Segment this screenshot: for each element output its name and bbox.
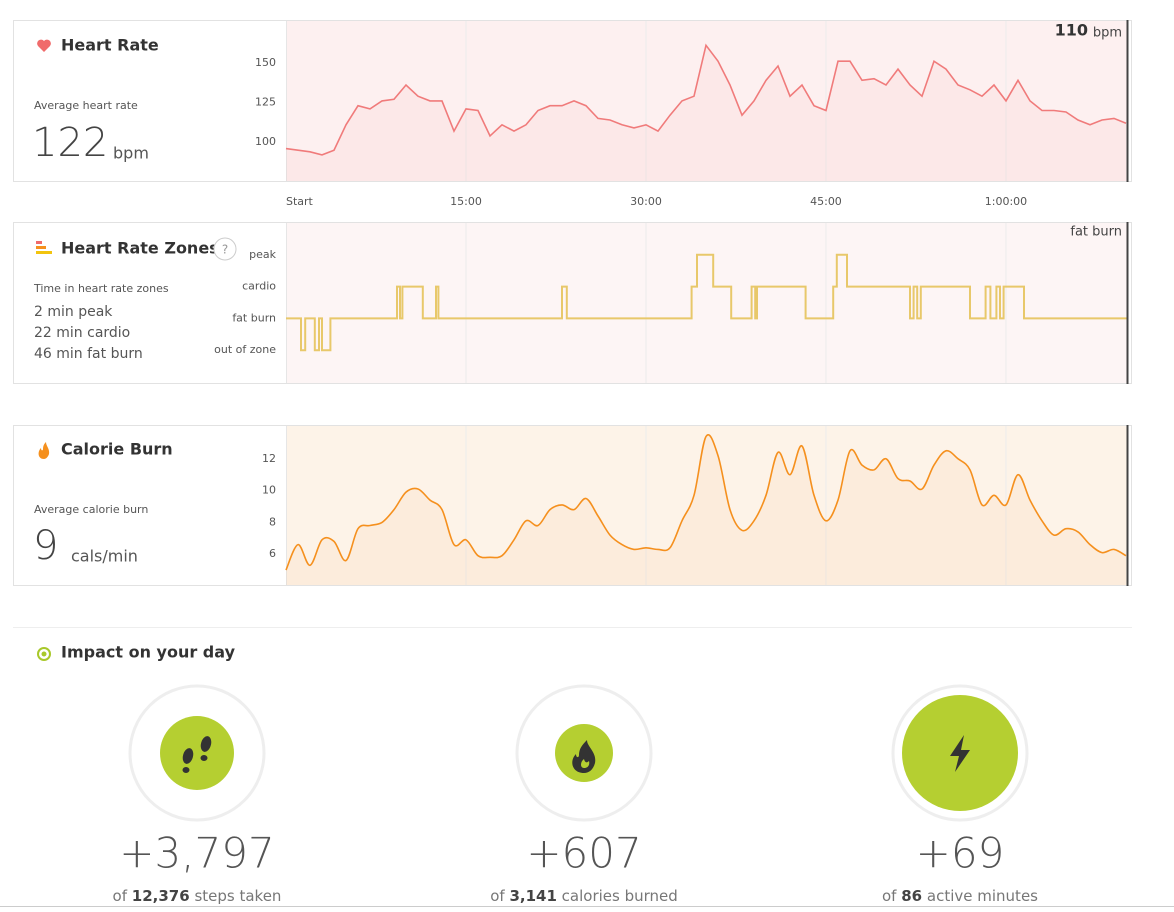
card-title: Calorie Burn	[61, 440, 173, 459]
impact-total: 12,376	[132, 887, 190, 905]
help-label[interactable]: ?	[222, 243, 228, 257]
zone-summary: 22 min cardio	[34, 325, 130, 341]
summary-value: 9	[33, 523, 58, 569]
card-title: Heart Rate Zones	[61, 239, 219, 258]
y-tick-label: 10	[262, 484, 276, 497]
current-value: 110	[1055, 21, 1088, 40]
y-tick-label: 100	[255, 135, 276, 148]
steps-icon	[182, 736, 212, 773]
flame-icon	[38, 442, 50, 459]
y-tick-label: 8	[269, 515, 276, 528]
summary-unit: bpm	[113, 144, 149, 163]
summary-label: Average calorie burn	[34, 503, 148, 516]
active-icon	[950, 735, 970, 772]
impact-icon-dot	[41, 651, 47, 657]
x-tick-label: 45:00	[810, 195, 842, 208]
plot-background	[286, 223, 1128, 383]
impact-prefix: of	[490, 887, 505, 905]
y-tick-label: out of zone	[214, 343, 276, 356]
current-unit: bpm	[1093, 26, 1122, 41]
summary-label: Average heart rate	[34, 99, 138, 112]
impact-value: +69	[916, 829, 1005, 878]
impact-prefix: of	[113, 887, 128, 905]
card-title: Heart Rate	[61, 36, 159, 55]
impact-value: +3,797	[119, 829, 274, 878]
impact-value: +607	[526, 829, 641, 878]
x-tick-label: 30:00	[630, 195, 662, 208]
charts: 100 125 150 out of zone fat burn cardio peak 6 8…	[214, 20, 1129, 586]
section-title: Impact on your day	[61, 643, 236, 662]
impact-prefix: of	[882, 887, 897, 905]
zone-summary: 2 min peak	[34, 304, 113, 320]
x-tick-label: 1:00:00	[985, 195, 1027, 208]
summary-unit: cals/min	[71, 547, 138, 566]
impact-total: 86	[901, 887, 922, 905]
impact-badges	[128, 684, 1029, 822]
y-tick-label: cardio	[242, 280, 276, 293]
impact-detail: of 3,141 calories burned	[490, 887, 678, 905]
impact-total: 3,141	[509, 887, 556, 905]
heart-icon	[37, 39, 51, 52]
y-tick-label: 6	[269, 547, 276, 560]
data-line	[285, 43, 1127, 156]
y-tick-label: 125	[255, 96, 276, 109]
impact-detail: of 12,376 steps taken	[113, 887, 282, 905]
impact-suffix: calories burned	[562, 887, 678, 905]
y-tick-label: peak	[249, 248, 276, 261]
calories-icon	[572, 740, 596, 773]
impact-text: +3,797 of 12,376 steps taken +607 of 3,141 …	[113, 829, 1039, 905]
x-tick-label: Start	[286, 195, 314, 208]
plot-background	[286, 426, 1128, 585]
data-line	[286, 253, 1128, 352]
y-tick-label: fat burn	[232, 311, 276, 324]
summary-label: Time in heart rate zones	[33, 282, 169, 295]
y-tick-label: 12	[262, 452, 276, 465]
area-fill	[286, 434, 1126, 585]
summary-value: 122	[32, 120, 108, 166]
impact-suffix: steps taken	[194, 887, 281, 905]
badge	[160, 716, 234, 790]
impact-icon	[37, 647, 51, 661]
help-button[interactable]	[213, 237, 237, 261]
zone-summary: 46 min fat burn	[34, 346, 143, 362]
x-tick-label: 15:00	[450, 195, 482, 208]
zones-icon	[36, 241, 52, 254]
area-fill	[286, 45, 1126, 181]
impact-detail: of 86 active minutes	[882, 887, 1038, 905]
impact-suffix: active minutes	[927, 887, 1038, 905]
current-zone: fat burn	[1070, 225, 1122, 240]
data-line	[285, 434, 1127, 571]
y-tick-label: 150	[255, 56, 276, 69]
